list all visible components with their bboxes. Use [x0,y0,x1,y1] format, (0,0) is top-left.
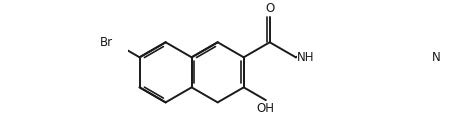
Text: Br: Br [100,36,113,49]
Text: OH: OH [257,102,275,115]
Text: O: O [265,2,274,15]
Text: NH: NH [296,51,314,64]
Text: N: N [432,51,441,64]
